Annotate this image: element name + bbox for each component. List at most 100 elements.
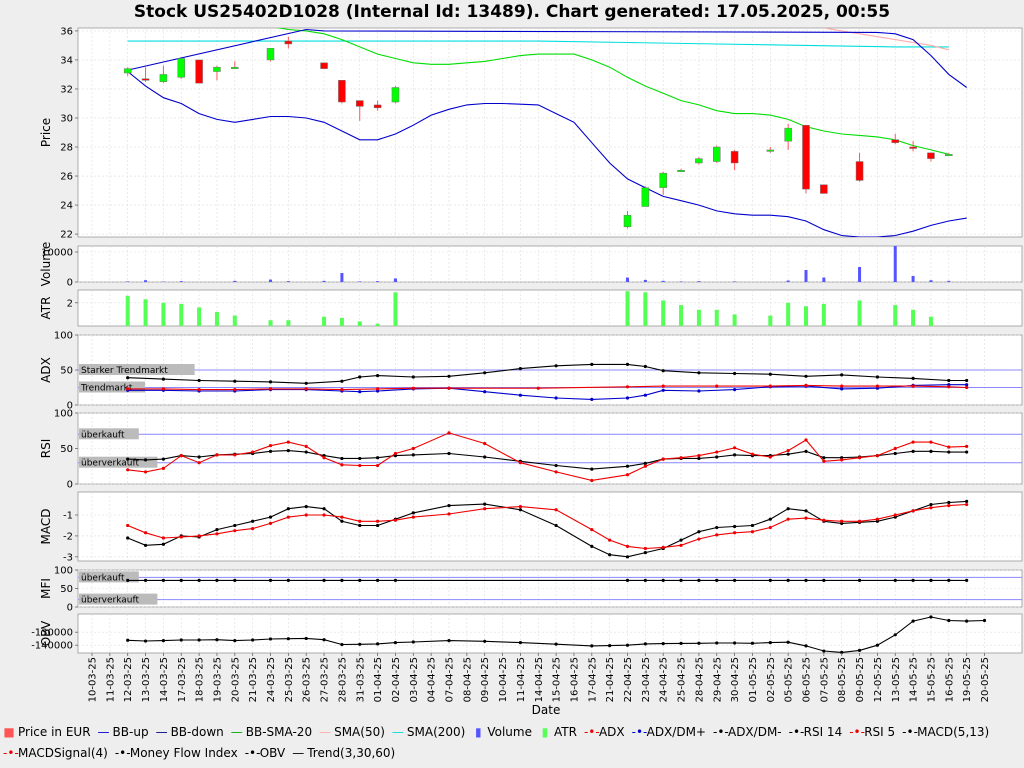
rsi-ytick-label: 100	[54, 409, 73, 420]
candle	[820, 184, 828, 194]
obv-line-point	[768, 641, 772, 645]
candle	[909, 146, 917, 149]
legend-item: -•-ADX	[584, 722, 625, 743]
candle	[927, 152, 935, 159]
dmminus-line-point	[965, 378, 969, 383]
price-ytick-label: 30	[60, 113, 73, 124]
legend-label: SMA(50)	[334, 725, 385, 739]
rsi5-line	[127, 432, 967, 481]
atr-panel: 2 ATR	[39, 289, 1023, 327]
dmminus-line-point	[126, 376, 130, 380]
mfi-line-point	[340, 578, 344, 582]
rsi14-line-point	[893, 451, 897, 456]
rsi14-line-point	[697, 456, 701, 461]
x-tick-label: 02-04-25	[391, 657, 402, 702]
macd-line-point	[411, 511, 415, 515]
obv-line-point	[750, 641, 755, 645]
macd-line-point	[358, 523, 362, 528]
obv-line-point	[179, 638, 183, 642]
legend-symbol: -•-	[788, 725, 805, 739]
atr-bar	[911, 309, 916, 326]
obv-line-point	[893, 633, 897, 637]
macd-signal-line-point	[483, 507, 487, 511]
mfi-ytick-label: 100	[54, 566, 73, 577]
rsi14-line-point	[268, 449, 273, 453]
x-tick-label: 05-05-25	[784, 657, 795, 702]
adx-line-point	[126, 387, 130, 391]
adx-line-point	[804, 383, 808, 387]
dmminus-line-point	[625, 362, 630, 366]
mfi-line-point	[126, 578, 130, 582]
legend-item: — BB-down	[156, 722, 224, 743]
macd-line-point	[215, 528, 219, 532]
obv-line-point	[161, 639, 165, 643]
mfi-line-point	[376, 578, 380, 582]
rsi5-line-point	[911, 440, 915, 444]
legend-symbol: —	[155, 725, 168, 739]
x-tick-label: 04-04-25	[427, 657, 438, 702]
mfi-line-point	[679, 578, 683, 582]
volume-bar	[929, 280, 933, 282]
macd-line-point	[286, 507, 290, 511]
legend-item: ▮ Volume	[472, 722, 532, 743]
atr-bar	[393, 292, 398, 326]
obv-ytick-label: -130000	[31, 628, 73, 639]
price-ytick-label: 36	[60, 26, 73, 37]
rsi5-line-point	[322, 456, 326, 460]
macd-signal-line-point	[893, 513, 897, 517]
volume-bar	[376, 281, 380, 282]
adx-line-point	[233, 388, 237, 392]
macd-signal-line-point	[608, 538, 612, 542]
price-lines	[127, 28, 968, 237]
rsi5-line-point	[483, 441, 487, 446]
x-tick-label: 01-04-25	[373, 657, 384, 702]
macd-line-point	[643, 551, 647, 555]
mfi-line-point	[197, 578, 201, 582]
atr-bar	[821, 303, 826, 326]
rsi5-line-point	[358, 463, 362, 468]
obv-line-point	[982, 618, 987, 623]
obv-line-point	[679, 641, 683, 645]
x-tick-label: 16-04-25	[569, 657, 580, 702]
mfi-line-point	[893, 578, 897, 582]
legend-symbol: -•-	[631, 725, 648, 739]
legend-symbol: -•-	[114, 746, 131, 760]
macd-line-point	[268, 515, 273, 519]
rsi14-line-point	[822, 456, 826, 460]
obv-line-point	[857, 648, 862, 653]
legend-label: ADX/DM-	[727, 725, 782, 739]
adx-line-point	[715, 384, 719, 388]
macd-signal-line-point	[411, 515, 415, 519]
candle	[784, 127, 792, 142]
mfi-line-point	[358, 578, 362, 582]
mfi-line-point	[965, 578, 969, 582]
obv-line-point	[376, 642, 380, 646]
obv-line-point	[911, 619, 915, 623]
legend-symbol: —	[319, 725, 332, 739]
rsi5-line-point	[661, 457, 665, 461]
macd-line-point	[697, 530, 701, 534]
candle	[213, 66, 221, 72]
atr-bar	[286, 320, 291, 326]
volume-bar	[643, 279, 647, 282]
legend-item: — BB-up	[98, 722, 149, 743]
volume-bar	[340, 273, 344, 282]
legend-label: BB-down	[170, 725, 224, 739]
legend-symbol: -•-	[583, 725, 600, 739]
macd-signal-line-point	[697, 537, 701, 541]
dmminus-line-point	[197, 378, 201, 383]
dmminus-line-point	[911, 376, 915, 380]
x-axis-label: Date	[532, 703, 561, 717]
legend-symbol: -•-	[712, 725, 729, 739]
adx-line-point	[376, 387, 380, 391]
price-ytick-label: 26	[60, 172, 73, 183]
rsi-panel: 0 50 100 RSI überkauft überverkauft	[39, 409, 1023, 491]
adx-line-point	[268, 387, 273, 391]
price-plot-area	[77, 27, 1023, 238]
x-tick-label: 24-04-25	[659, 657, 670, 702]
legend-symbol: -•-	[3, 746, 19, 760]
candle	[730, 151, 739, 164]
obv-line-point	[786, 640, 790, 644]
candle	[677, 169, 685, 172]
x-tick-label: 20-03-25	[230, 657, 241, 702]
